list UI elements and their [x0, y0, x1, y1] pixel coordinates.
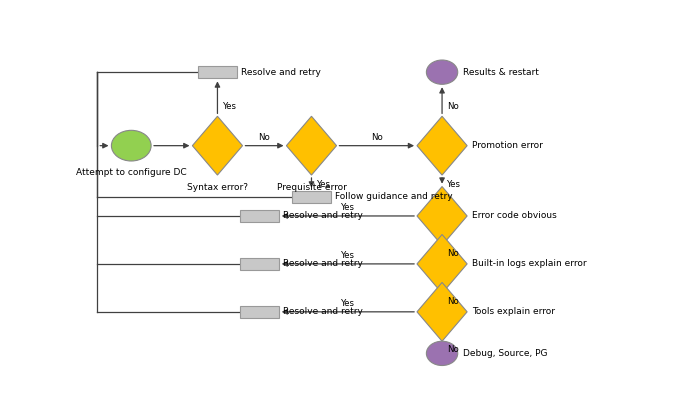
Text: Error code obvious: Error code obvious	[472, 212, 557, 220]
FancyBboxPatch shape	[240, 305, 279, 318]
Text: Yes: Yes	[448, 180, 461, 189]
Polygon shape	[417, 187, 467, 245]
Text: No: No	[448, 345, 459, 354]
Text: No: No	[259, 133, 270, 142]
Ellipse shape	[427, 341, 458, 366]
Text: Resolve and retry: Resolve and retry	[283, 212, 363, 220]
Text: No: No	[371, 133, 383, 142]
Text: Attempt to configure DC: Attempt to configure DC	[76, 168, 187, 177]
Text: No: No	[448, 297, 459, 306]
Text: Built-in logs explain error: Built-in logs explain error	[472, 259, 587, 269]
Text: Prequisite error: Prequisite error	[276, 183, 346, 192]
Text: Promotion error: Promotion error	[472, 141, 543, 150]
Text: Yes: Yes	[341, 251, 355, 260]
Polygon shape	[417, 234, 467, 293]
Text: Resolve and retry: Resolve and retry	[283, 308, 363, 316]
Text: Yes: Yes	[341, 203, 355, 212]
Text: Syntax error?: Syntax error?	[187, 183, 248, 192]
Text: Resolve and retry: Resolve and retry	[283, 259, 363, 269]
FancyBboxPatch shape	[240, 210, 279, 222]
Text: Follow guidance and retry: Follow guidance and retry	[335, 192, 453, 201]
Polygon shape	[417, 283, 467, 341]
Text: Resolve and retry: Resolve and retry	[241, 68, 321, 77]
Text: Yes: Yes	[341, 299, 355, 308]
Text: Yes: Yes	[222, 102, 237, 111]
Polygon shape	[192, 116, 243, 175]
FancyBboxPatch shape	[292, 190, 331, 203]
Polygon shape	[286, 116, 336, 175]
Text: Tools explain error: Tools explain error	[472, 308, 555, 316]
FancyBboxPatch shape	[240, 258, 279, 270]
Polygon shape	[417, 116, 467, 175]
Text: No: No	[448, 102, 459, 111]
Text: Debug, Source, PG: Debug, Source, PG	[463, 349, 547, 358]
Ellipse shape	[427, 60, 458, 84]
Ellipse shape	[111, 130, 151, 161]
Text: Results & restart: Results & restart	[463, 68, 539, 77]
Text: Yes: Yes	[317, 180, 331, 189]
FancyBboxPatch shape	[198, 66, 237, 78]
Text: No: No	[448, 249, 459, 258]
